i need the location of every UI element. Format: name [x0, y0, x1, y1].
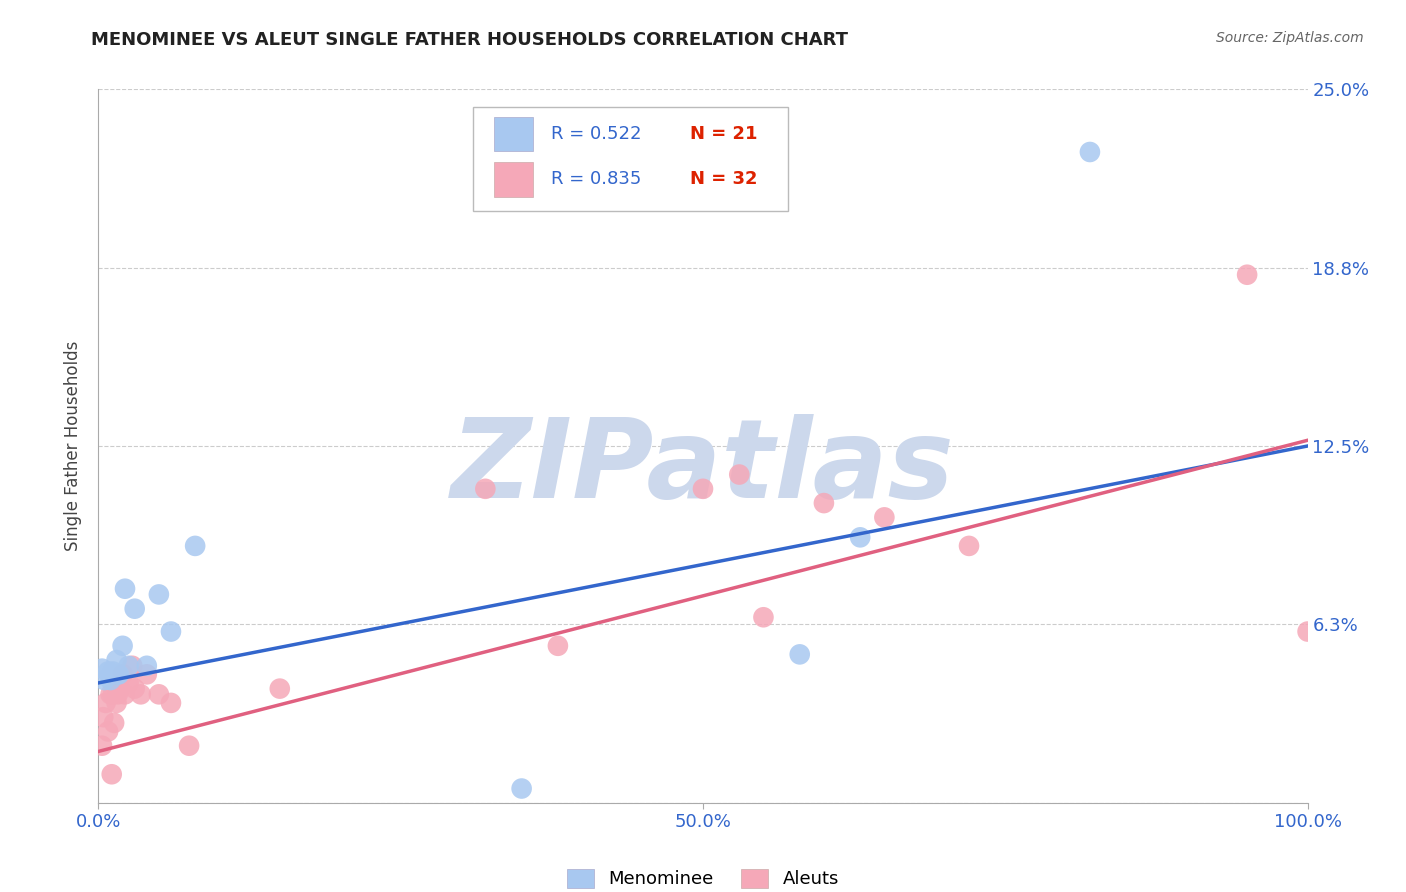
Point [108, 667, 131, 681]
Point [114, 582, 136, 596]
Point [93, 673, 115, 687]
Point [184, 539, 207, 553]
Point [269, 681, 291, 696]
Point [91, 662, 114, 676]
Point [1236, 268, 1258, 282]
Point [179, 739, 201, 753]
Point [135, 658, 157, 673]
Point [118, 658, 141, 673]
Point [160, 696, 183, 710]
Point [100, 687, 122, 701]
Point [91, 710, 114, 724]
Point [474, 482, 496, 496]
Point [100, 767, 122, 781]
Text: R = 0.835: R = 0.835 [551, 170, 641, 188]
Point [103, 667, 125, 681]
Point [111, 667, 134, 681]
Text: N = 21: N = 21 [690, 125, 758, 143]
Point [752, 610, 775, 624]
Point [547, 639, 569, 653]
Point [148, 687, 170, 701]
Point [108, 681, 131, 696]
Point [124, 601, 146, 615]
Legend: Menominee, Aleuts: Menominee, Aleuts [560, 862, 846, 892]
Point [105, 696, 128, 710]
Text: ZIPatlas: ZIPatlas [451, 414, 955, 521]
Point [101, 687, 124, 701]
Point [107, 687, 129, 701]
Point [160, 624, 183, 639]
Point [111, 639, 134, 653]
Point [813, 496, 835, 510]
Point [97, 724, 120, 739]
Point [135, 667, 157, 681]
Point [1078, 145, 1101, 159]
Point [100, 673, 122, 687]
Point [103, 715, 125, 730]
Text: N = 32: N = 32 [690, 170, 758, 188]
Point [728, 467, 751, 482]
FancyBboxPatch shape [474, 107, 787, 211]
Point [105, 653, 128, 667]
Point [114, 687, 136, 701]
Point [692, 482, 714, 496]
Point [849, 530, 872, 544]
Point [1296, 624, 1319, 639]
Point [101, 665, 124, 679]
Point [118, 676, 141, 690]
FancyBboxPatch shape [494, 117, 533, 152]
Point [957, 539, 980, 553]
Text: MENOMINEE VS ALEUT SINGLE FATHER HOUSEHOLDS CORRELATION CHART: MENOMINEE VS ALEUT SINGLE FATHER HOUSEHO… [91, 31, 848, 49]
Point [873, 510, 896, 524]
Point [91, 739, 114, 753]
Point [129, 687, 152, 701]
Point [124, 681, 146, 696]
Point [510, 781, 533, 796]
Point [148, 587, 170, 601]
Point [97, 665, 120, 679]
Text: Source: ZipAtlas.com: Source: ZipAtlas.com [1216, 31, 1364, 45]
Y-axis label: Single Father Households: Single Father Households [65, 341, 83, 551]
Text: R = 0.522: R = 0.522 [551, 125, 641, 143]
Point [121, 658, 143, 673]
FancyBboxPatch shape [494, 162, 533, 196]
Point [107, 667, 129, 681]
Point [94, 696, 117, 710]
Point [789, 648, 811, 662]
